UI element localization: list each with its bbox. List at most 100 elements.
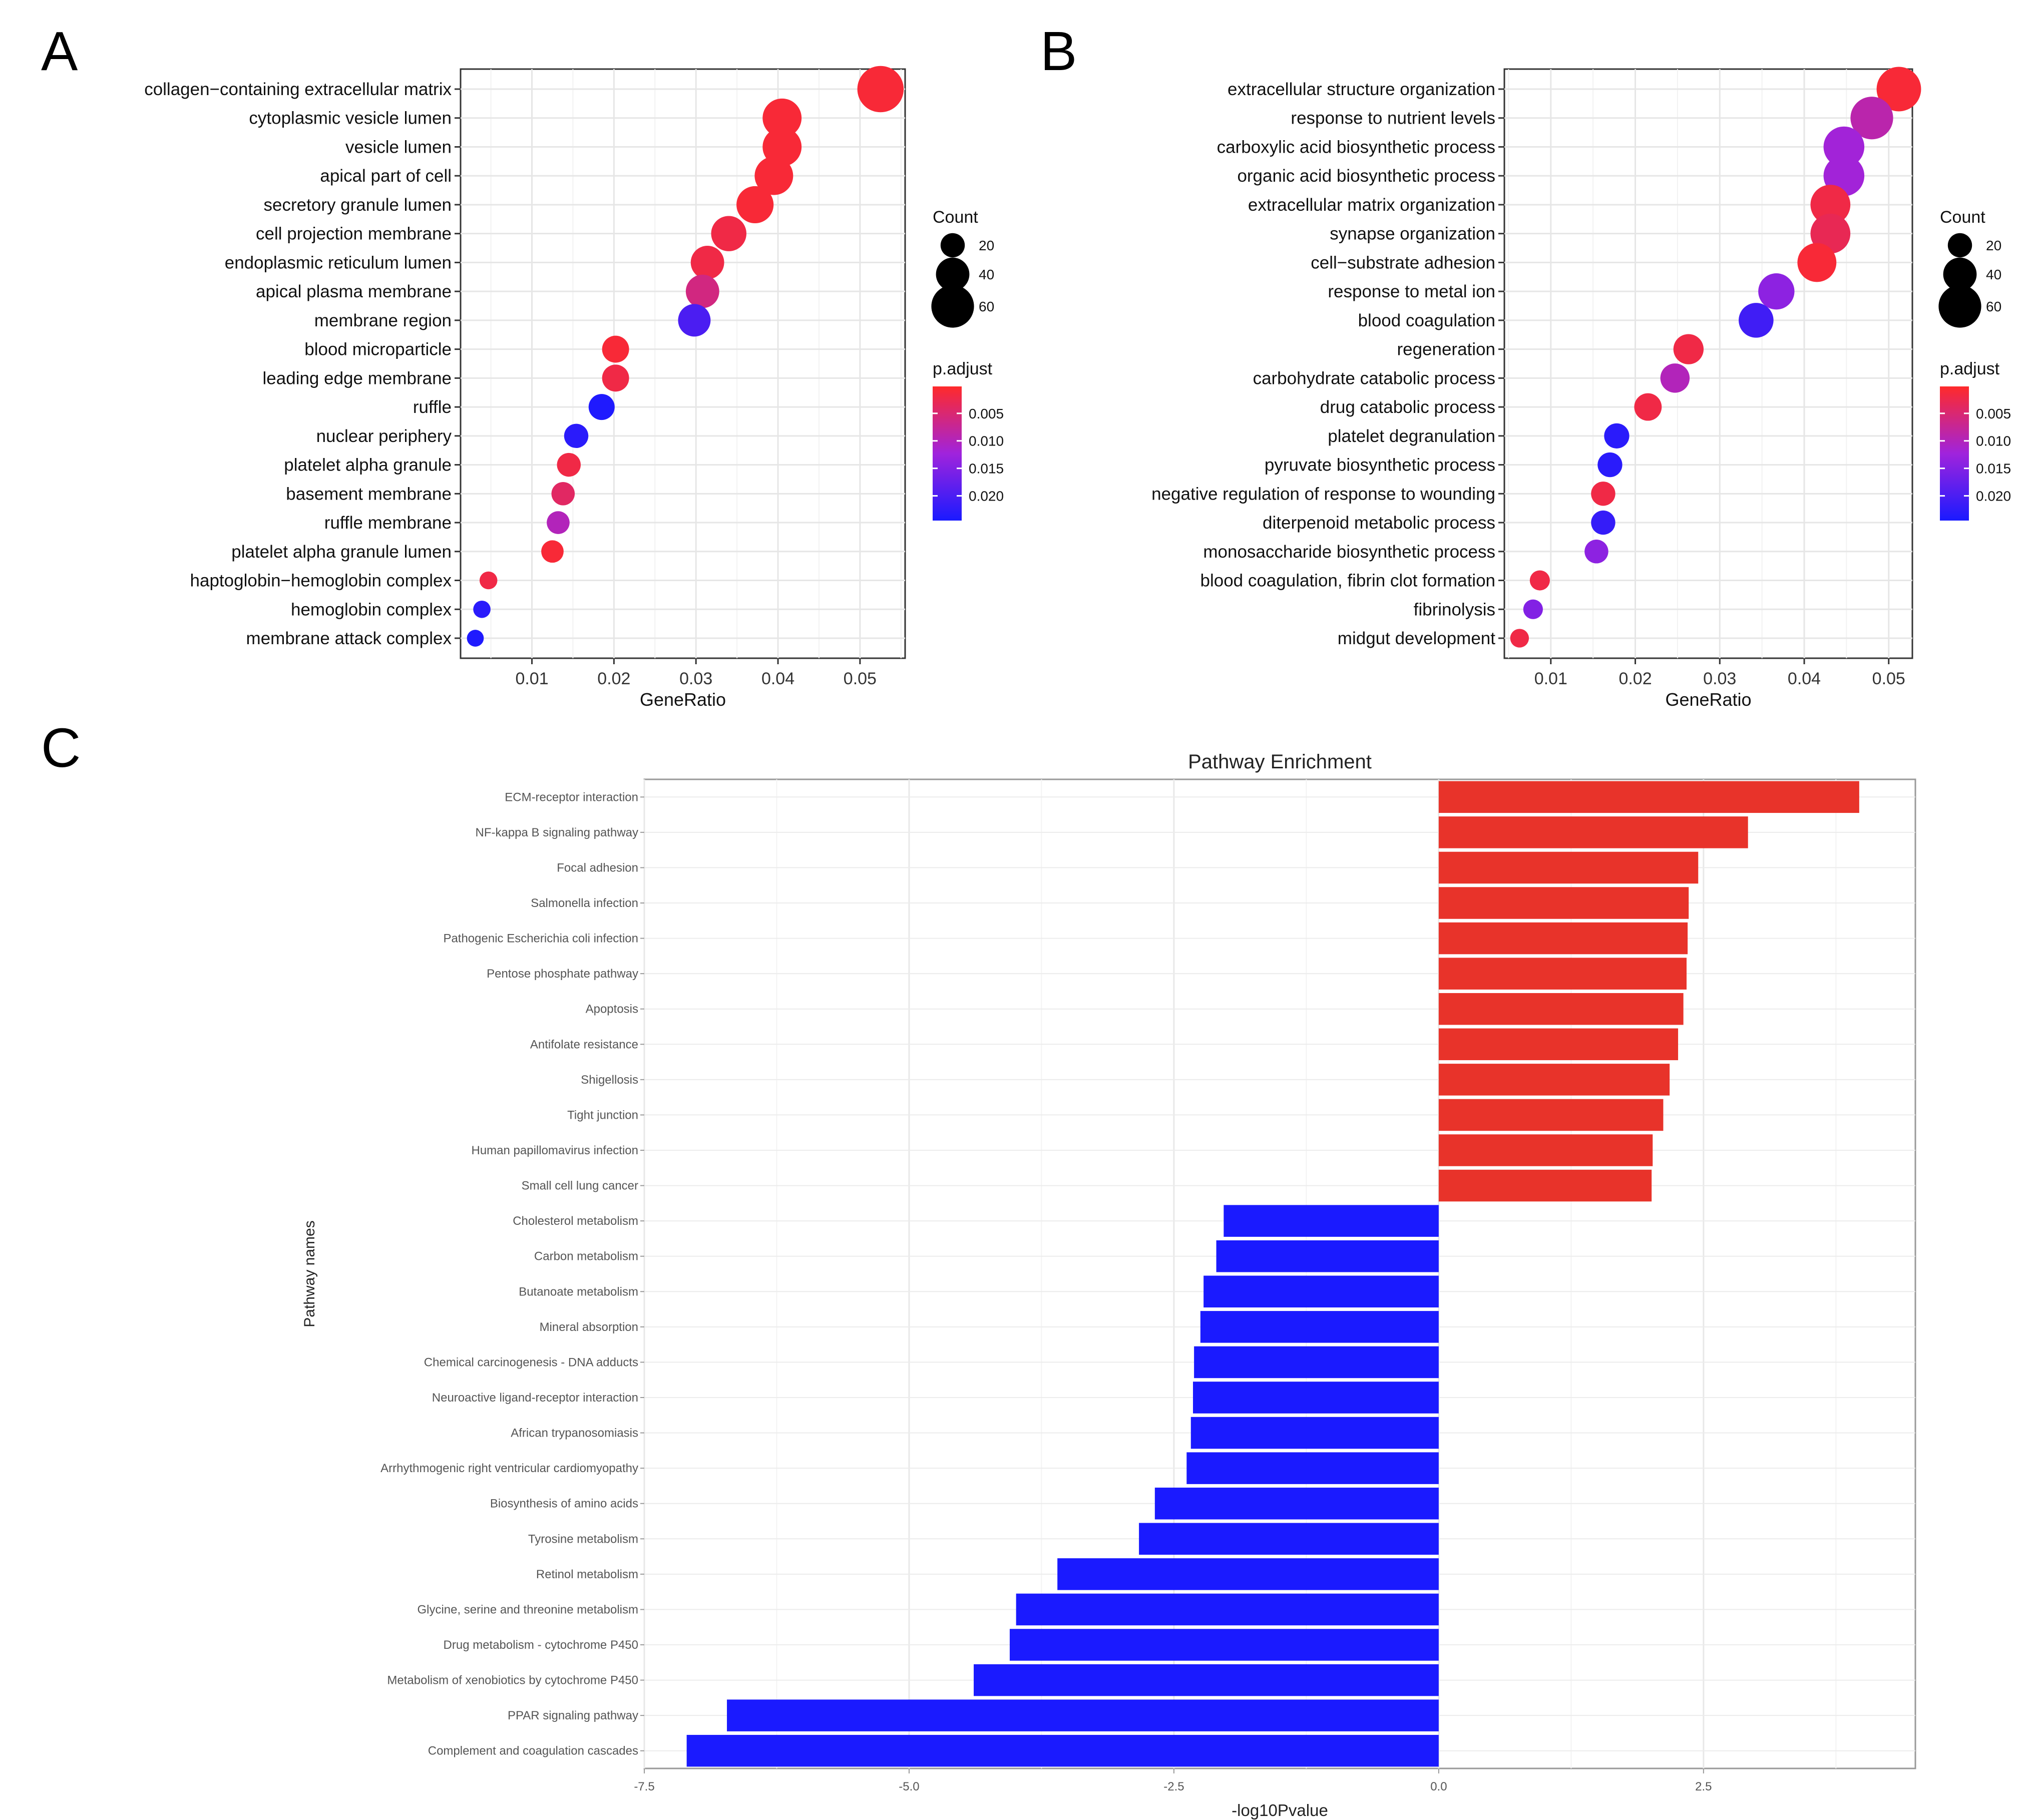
- panel-a-legend-color-label: 0.010: [969, 433, 1004, 449]
- panel-a-dot: [690, 246, 724, 279]
- panel-a-category-label: ruffle: [413, 397, 452, 417]
- panel-a-legend-size-label: 40: [979, 267, 994, 282]
- panel-b-x-axis-title: GeneRatio: [1665, 689, 1751, 710]
- panel-b-dot: [1810, 185, 1851, 225]
- panel-a-dot: [754, 156, 793, 195]
- panel-c-x-axis-title: -log10Pvalue: [1232, 1801, 1328, 1819]
- panel-c-bar: [727, 1699, 1439, 1731]
- panel-a-category-label: hemoglobin complex: [291, 600, 452, 619]
- panel-c-category-label: Glycine, serine and threonine metabolism: [417, 1603, 638, 1616]
- panel-a-dot: [762, 98, 802, 138]
- panel-b-dot: [1634, 393, 1662, 421]
- panel-c-bar: [1203, 1275, 1439, 1308]
- panel-c-bar: [1139, 1523, 1439, 1555]
- panel-b-dot: [1758, 273, 1795, 310]
- panel-b-dot: [1591, 510, 1615, 535]
- panel-b-dot: [1523, 599, 1543, 619]
- panel-b-dot: [1850, 97, 1893, 140]
- panel-a-dot: [685, 274, 719, 308]
- panel-b-category-label: fibrinolysis: [1414, 600, 1495, 619]
- panel-b-category-label: pyruvate biosynthetic process: [1265, 456, 1495, 475]
- panel-c-category-label: Cholesterol metabolism: [513, 1214, 638, 1228]
- panel-c-category-label: Antifolate resistance: [530, 1038, 638, 1051]
- panel-a-category-label: endoplasmic reticulum lumen: [225, 253, 452, 272]
- panel-a-dot: [602, 335, 629, 363]
- panel-c-category-label: Drug metabolism - cytochrome P450: [444, 1638, 638, 1652]
- panel-a-category-label: membrane attack complex: [246, 629, 452, 648]
- panel-c-category-label: African trypanosomiasis: [511, 1427, 638, 1440]
- panel-b-legend-color-label: 0.010: [1976, 433, 2011, 449]
- panel-a-category-label: apical plasma membrane: [256, 282, 452, 301]
- panel-c-category-label: Butanoate metabolism: [519, 1285, 638, 1298]
- panel-c-category-label: Human papillomavirus infection: [472, 1144, 639, 1157]
- panel-a-plot-area: [460, 68, 906, 659]
- panel-b-category-label: extracellular matrix organization: [1248, 195, 1495, 215]
- panel-c-y-axis-title: Pathway names: [301, 1220, 318, 1327]
- panel-a-x-tick-label: 0.05: [844, 669, 877, 688]
- panel-a-x-tick-label: 0.04: [761, 669, 794, 688]
- panel-b-category-label: carboxylic acid biosynthetic process: [1217, 137, 1495, 157]
- panel-b-category-label: platelet degranulation: [1328, 426, 1495, 446]
- panel-b-dot: [1673, 334, 1704, 364]
- panel-b-category-label: organic acid biosynthetic process: [1237, 166, 1495, 186]
- panel-c-bar: [1438, 1134, 1653, 1166]
- panel-c-category-label: Tight junction: [567, 1108, 638, 1122]
- panel-c-bar: [686, 1734, 1439, 1767]
- panel-c-bar-chart: -7.5 -5.0 -2.5 0.0 2.5 ECM-receptor interacti…: [301, 751, 1916, 1819]
- panel-b-category-label: blood coagulation: [1358, 311, 1495, 330]
- panel-c-bar: [1438, 1099, 1664, 1131]
- panel-a-dot: [588, 394, 615, 420]
- panel-a-category-label: collagen−containing extracellular matrix: [144, 80, 452, 99]
- panel-b-legend-size-label: 20: [1986, 238, 2001, 253]
- panel-c-x-tick-label: -7.5: [634, 1780, 654, 1793]
- panel-c-category-label: Salmonella infection: [531, 896, 638, 910]
- panel-label-a: A: [41, 21, 78, 82]
- panel-b-category-label: diterpenoid metabolic process: [1263, 513, 1495, 533]
- panel-a-category-label: leading edge membrane: [263, 368, 452, 388]
- panel-c-category-label: Focal adhesion: [557, 861, 638, 874]
- panel-a-category-label: cytoplasmic vesicle lumen: [249, 109, 452, 128]
- panel-c-category-label: Arrhythmogenic right ventricular cardiom…: [380, 1462, 638, 1475]
- panel-label-b: B: [1040, 21, 1077, 82]
- panel-a-dot: [541, 540, 564, 563]
- panel-a-dot: [564, 423, 589, 448]
- panel-c-bar: [1193, 1382, 1439, 1414]
- panel-b-dot: [1797, 243, 1837, 282]
- panel-c-bar: [1009, 1629, 1439, 1661]
- panel-c-x-tick-label: -5.0: [899, 1780, 919, 1793]
- panel-c-bar: [1438, 887, 1689, 919]
- panel-c-x-tick-label: 0.0: [1430, 1780, 1447, 1793]
- panel-c-bar: [1186, 1452, 1439, 1484]
- panel-b-category-label: response to metal ion: [1328, 282, 1495, 301]
- panel-a-dot: [479, 571, 498, 590]
- panel-b-dot-chart: 0.01 0.02 0.03 0.04 0.05 extracellular struct…: [1151, 67, 2011, 710]
- panel-a-dot: [467, 630, 484, 647]
- panel-c-bar: [1216, 1240, 1439, 1272]
- panel-c-bar: [1154, 1487, 1439, 1520]
- panel-b-category-label: midgut development: [1338, 629, 1495, 648]
- panel-a-x-tick-label: 0.02: [597, 669, 630, 688]
- panel-c-category-label: Biosynthesis of amino acids: [490, 1497, 638, 1511]
- panel-c-bar: [1438, 781, 1859, 813]
- panel-c-bar: [1438, 1064, 1670, 1096]
- panel-c-bar: [1016, 1593, 1439, 1626]
- panel-a-category-label: platelet alpha granule: [284, 456, 452, 475]
- panel-b-dot: [1876, 67, 1921, 112]
- panel-c-category-label: Complement and coagulation cascades: [428, 1744, 638, 1758]
- panel-c-category-label: Pathogenic Escherichia coli infection: [443, 932, 638, 946]
- panel-b-dot: [1510, 629, 1529, 648]
- panel-a-legend-size-title: Count: [933, 208, 978, 227]
- panel-b-category-label: monosaccharide biosynthetic process: [1203, 542, 1495, 562]
- panel-a-legend-color-label: 0.005: [969, 406, 1004, 421]
- panel-c-category-label: Pentose phosphate pathway: [487, 967, 638, 981]
- panel-b-category-label: synapse organization: [1330, 224, 1495, 244]
- panel-a-category-label: blood microparticle: [304, 340, 452, 359]
- panel-b-x-tick-label: 0.01: [1534, 669, 1567, 688]
- panel-a-legend-size-dot: [931, 285, 974, 328]
- panel-a-legend-size-dot: [940, 233, 965, 258]
- panel-c-bar: [974, 1664, 1439, 1696]
- panel-a-legend-color-label: 0.015: [969, 461, 1004, 477]
- panel-b-dot: [1604, 423, 1630, 448]
- panel-a-x-tick-label: 0.01: [515, 669, 548, 688]
- panel-b-dot: [1597, 452, 1623, 478]
